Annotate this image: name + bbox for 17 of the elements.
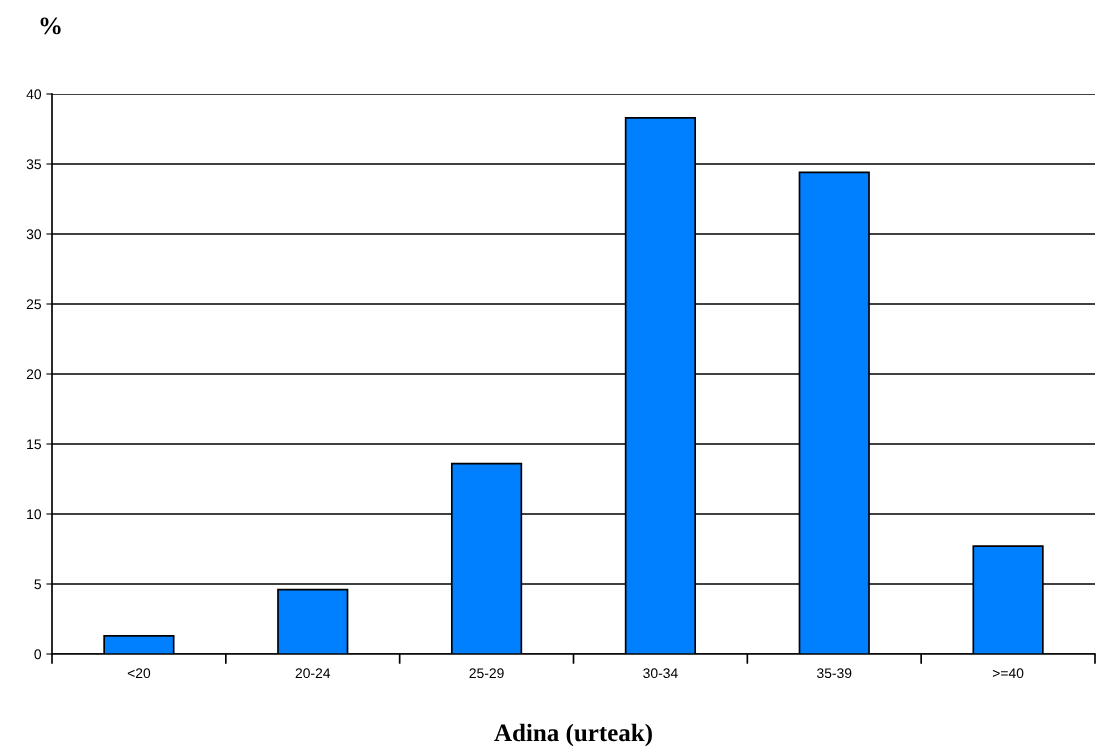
- x-tick-label: 30-34: [643, 668, 678, 679]
- y-tick-label: 40: [26, 89, 42, 100]
- x-tick-label: 35-39: [817, 668, 852, 679]
- x-tick-label: 25-29: [469, 668, 504, 679]
- x-tick-label: <20: [127, 668, 151, 679]
- x-tick-label: >=40: [992, 668, 1024, 679]
- y-axis-title: %: [40, 17, 61, 35]
- y-tick-label: 35: [26, 159, 41, 170]
- y-tick-label: 30: [26, 229, 42, 240]
- y-tick-label: 5: [34, 579, 41, 590]
- y-tick-label: 10: [27, 509, 42, 520]
- y-tick-label: 20: [26, 369, 42, 380]
- y-tick-label: 15: [27, 439, 41, 450]
- y-tick-label: 25: [26, 299, 41, 310]
- x-axis-title: Adina (urteak): [494, 723, 652, 747]
- y-tick-label: 0: [34, 649, 42, 660]
- x-tick-label: 20-24: [295, 668, 331, 679]
